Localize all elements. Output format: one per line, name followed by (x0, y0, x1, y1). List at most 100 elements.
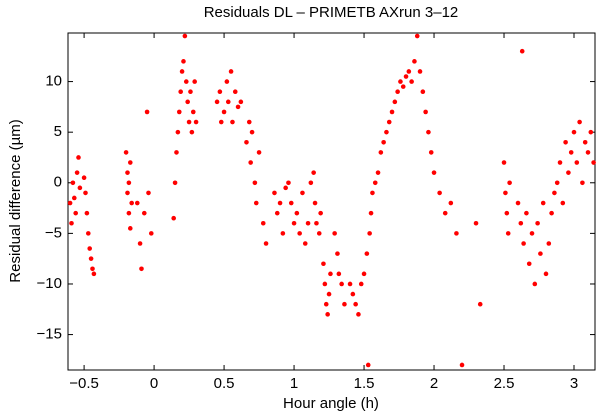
x-tick-label: 2 (430, 375, 438, 392)
scatter-point (557, 160, 563, 165)
scatter-point (144, 109, 150, 115)
scatter-point (85, 231, 91, 236)
scatter-point (437, 190, 442, 196)
scatter-point (588, 129, 594, 135)
scatter-point (311, 170, 316, 175)
scatter-point (280, 231, 286, 236)
scatter-point (549, 210, 554, 216)
scatter-point (308, 180, 314, 186)
scatter-point (235, 104, 241, 110)
y-tick-label: −15 (37, 326, 62, 343)
scatter-point (312, 200, 318, 206)
scatter-point (326, 291, 332, 297)
x-tick-label: −0.5 (69, 375, 99, 392)
scatter-point (69, 220, 74, 226)
scatter-point (244, 139, 249, 145)
scatter-point (263, 241, 269, 246)
scatter-point (540, 200, 546, 206)
scatter-point (454, 231, 459, 236)
scatter-point (358, 281, 364, 287)
scatter-point (563, 139, 568, 145)
scatter-point (183, 79, 189, 84)
plot-frame (67, 32, 596, 371)
scatter-point (294, 210, 300, 216)
scatter-point (176, 109, 182, 115)
scatter-point (577, 119, 582, 125)
scatter-point (272, 190, 277, 196)
scatter-point (297, 231, 302, 236)
scatter-point (560, 200, 566, 206)
scatter-point (146, 190, 151, 196)
scatter-point (554, 180, 560, 186)
scatter-point (342, 301, 347, 307)
scatter-point (409, 79, 414, 84)
scatter-point (389, 109, 395, 115)
scatter-point (519, 48, 525, 54)
scatter-point (314, 220, 319, 226)
scatter-point (188, 89, 193, 94)
scatter-point (181, 59, 186, 64)
scatter-point (302, 241, 308, 246)
scatter-point (186, 119, 192, 125)
scatter-point (372, 180, 378, 186)
scatter-point (224, 79, 230, 84)
scatter-point (288, 200, 294, 206)
scatter-point (126, 210, 132, 216)
scatter-point (228, 69, 234, 74)
scatter-point (175, 129, 181, 135)
scatter-point (566, 170, 571, 175)
scatter-point (76, 155, 81, 160)
scatter-point (395, 89, 400, 94)
scatter-point (81, 175, 87, 181)
scatter-point (252, 180, 258, 186)
scatter-point (260, 220, 266, 226)
scatter-point (591, 160, 596, 165)
scatter-point (300, 190, 305, 196)
scatter-point (328, 271, 333, 277)
scatter-point (574, 160, 580, 165)
scatter-point (571, 129, 577, 135)
scatter-point (286, 180, 291, 186)
scatter-point (217, 89, 223, 94)
scatter-point (535, 220, 540, 226)
scatter-point (336, 271, 342, 277)
scatter-point (356, 312, 361, 317)
scatter-point (129, 200, 134, 206)
scatter-point (580, 180, 585, 186)
scatter-point (543, 271, 549, 277)
scatter-point (178, 89, 183, 94)
scatter-point (137, 241, 143, 246)
scatter-point (364, 251, 370, 256)
scatter-point (431, 170, 437, 175)
scatter-point (428, 150, 434, 155)
scatter-point (221, 109, 227, 115)
scatter-point (238, 99, 244, 105)
scatter-point (274, 210, 280, 216)
scatter-point (71, 195, 77, 201)
scatter-point (179, 69, 185, 74)
scatter-point (503, 190, 508, 196)
scatter-point (323, 301, 329, 307)
x-tick-label: 1 (290, 375, 298, 392)
scatter-point (256, 150, 262, 155)
scatter-point (322, 281, 328, 287)
scatter-point (190, 109, 196, 115)
scatter-point (420, 89, 426, 94)
scatter-point (127, 226, 133, 231)
scatter-point (291, 220, 297, 226)
scatter-point (585, 150, 591, 155)
scatter-point (214, 99, 220, 105)
scatter-point (246, 119, 252, 125)
scatter-point (417, 69, 423, 74)
scatter-point (406, 69, 412, 74)
y-tick-label: 10 (45, 73, 62, 90)
scatter-point (249, 129, 255, 135)
scatter-point (185, 99, 190, 105)
scatter-point (91, 271, 97, 277)
y-axis-label: Residual difference (µm) (7, 119, 24, 282)
scatter-point (507, 180, 512, 186)
scatter-point (225, 99, 231, 105)
scatter-point (335, 251, 340, 256)
scatter-point (277, 200, 283, 206)
